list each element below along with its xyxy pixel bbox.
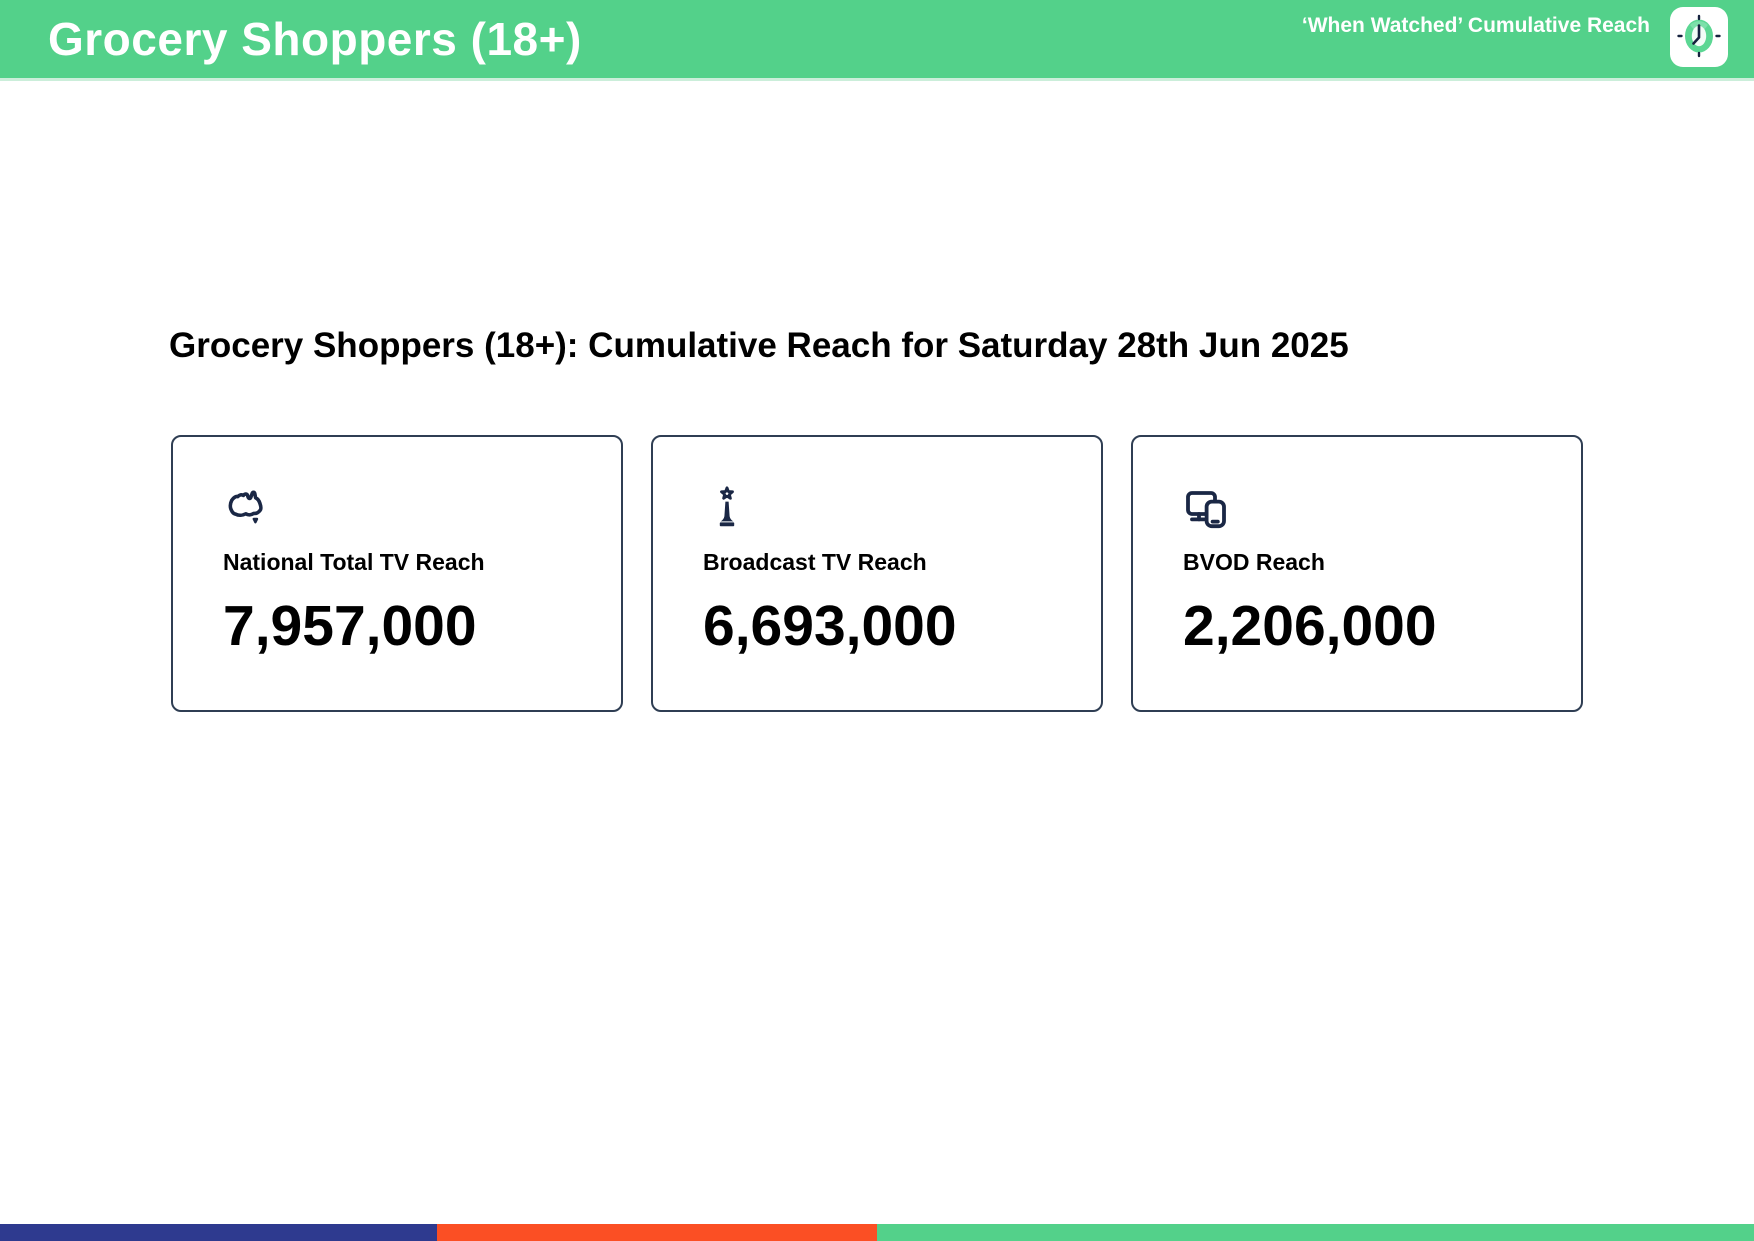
kpi-card-national-total-tv-reach[interactable]: National Total TV Reach 7,957,000	[171, 435, 623, 712]
app-title: Grocery Shoppers (18+)	[48, 13, 582, 65]
header-right-group: ‘When Watched’ Cumulative Reach	[1302, 0, 1728, 78]
kpi-label: BVOD Reach	[1183, 549, 1325, 575]
footer-segment-blue	[0, 1224, 437, 1241]
tv-and-phone-devices-icon	[1183, 485, 1231, 533]
clock-icon	[1670, 6, 1728, 70]
broadcast-tower-star-icon	[703, 485, 751, 533]
report-tagline: ‘When Watched’ Cumulative Reach	[1301, 14, 1650, 37]
kpi-label: National Total TV Reach	[223, 549, 485, 575]
australia-map-icon	[223, 485, 271, 533]
kpi-card-broadcast-tv-reach[interactable]: Broadcast TV Reach 6,693,000	[651, 435, 1103, 712]
logo-box	[1670, 6, 1728, 70]
footer-segment-orange	[436, 1224, 877, 1241]
kpi-value: 6,693,000	[703, 594, 957, 658]
footer-segment-green	[876, 1224, 1754, 1241]
kpi-card-bvod-reach[interactable]: BVOD Reach 2,206,000	[1131, 435, 1583, 712]
page-title: Grocery Shoppers (18+): Cumulative Reach…	[169, 326, 1349, 365]
header-bar: Grocery Shoppers (18+) ‘When Watched’ Cu…	[0, 0, 1754, 81]
kpi-label: Broadcast TV Reach	[703, 549, 927, 575]
kpi-value: 2,206,000	[1183, 594, 1437, 658]
kpi-value: 7,957,000	[223, 594, 477, 658]
kpi-cards-row: National Total TV Reach 7,957,000 Broadc…	[171, 435, 1583, 712]
footer-color-bar	[0, 1224, 1754, 1241]
